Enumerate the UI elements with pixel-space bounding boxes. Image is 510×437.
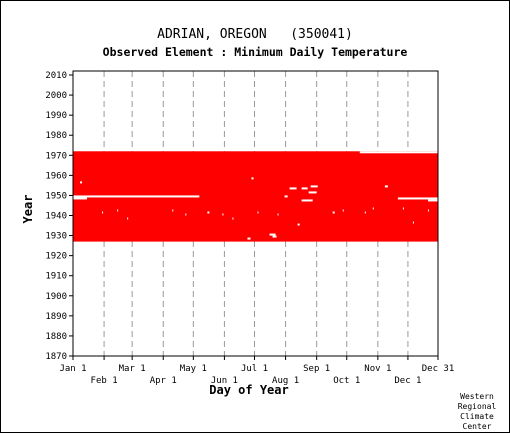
missing-data-gap (297, 223, 300, 226)
missing-data-gap (272, 235, 277, 238)
missing-data-gap (222, 213, 224, 216)
missing-data-gap (342, 209, 344, 212)
missing-data-gap (117, 209, 119, 212)
y-tick-label: 1970 (45, 151, 67, 161)
missing-data-gap (384, 185, 388, 188)
missing-data-gap (301, 199, 313, 202)
x-tick-label: Oct 1 (333, 376, 360, 386)
y-tick-label: 1930 (45, 232, 67, 242)
missing-data-gap (427, 199, 438, 202)
missing-data-gap (232, 217, 234, 220)
missing-data-gap (301, 187, 308, 190)
missing-data-gap (364, 211, 366, 214)
missing-data-gap (308, 191, 317, 194)
y-axis: 1870 1880 1890 1900 1910 1920 1930 1940 1950 1960… (45, 71, 73, 362)
x-tick-label: Jul 1 (241, 364, 268, 374)
missing-data-gap (427, 209, 429, 212)
y-tick-label: 1910 (45, 272, 67, 282)
y-tick-label: 1880 (45, 332, 67, 342)
missing-data-gap (185, 213, 187, 216)
x-tick-label: Feb 1 (91, 376, 118, 386)
x-tick-label: Mar 1 (119, 364, 146, 374)
credit-line-2: Regional (458, 402, 497, 411)
missing-data-gap (87, 195, 200, 198)
missing-data-gap (284, 195, 288, 198)
missing-data-gap (251, 177, 254, 180)
x-tick-label: Dec 1 (394, 376, 421, 386)
credit-line-3: Climate (460, 412, 494, 421)
missing-data-gap (359, 151, 438, 154)
missing-data-gap (172, 209, 174, 212)
x-tick-label: Jan 1 (59, 364, 86, 374)
x-tick-label: Jun 1 (211, 376, 238, 386)
y-tick-label: 1920 (45, 252, 67, 262)
plot-frame (72, 70, 439, 357)
credit-line-1: Western (460, 392, 494, 401)
x-tick-label: Dec 31 (422, 364, 455, 374)
y-tick-label: 2000 (45, 91, 67, 101)
chart-title: ADRIAN, OREGON (350041) (157, 27, 353, 42)
x-axis-label: Day of Year (209, 383, 288, 397)
data-marks (73, 151, 438, 242)
x-tick-label: Aug 1 (272, 376, 299, 386)
plot-border (72, 70, 439, 357)
x-tick-label: Sep 1 (303, 364, 330, 374)
y-tick-label: 1890 (45, 312, 67, 322)
missing-data-gap (332, 211, 335, 214)
missing-data-gap (80, 181, 83, 184)
y-tick-label: 1950 (45, 191, 67, 201)
credit-line-4: Center (463, 422, 492, 431)
y-tick-label: 1960 (45, 171, 67, 181)
y-tick-label: 1980 (45, 131, 67, 141)
x-tick-label: May 1 (180, 364, 207, 374)
credit: Western Regional Climate Center (458, 392, 497, 431)
chart-subtitle: Observed Element : Minimum Daily Tempera… (103, 45, 408, 59)
x-tick-label: Nov 1 (364, 364, 391, 374)
missing-data-gap (207, 211, 210, 214)
missing-data-gap (73, 195, 88, 200)
missing-data-gap (247, 237, 251, 240)
missing-data-gap (257, 211, 259, 214)
missing-data-gap (402, 207, 404, 210)
missing-data-gap (127, 217, 129, 220)
y-tick-label: 2010 (45, 71, 67, 81)
missing-data-gap (397, 197, 438, 200)
y-tick-label: 1900 (45, 292, 67, 302)
missing-data-gap (289, 187, 297, 190)
missing-data-gap (310, 185, 318, 188)
y-axis-label: Year (21, 195, 35, 224)
x-tick-label: Apr 1 (150, 376, 177, 386)
missing-data-gap (102, 211, 104, 214)
missing-data-gap (412, 221, 414, 224)
missing-data-gap (277, 213, 279, 216)
missing-data-gap (372, 207, 374, 210)
x-axis: Jan 1 Mar 1 May 1 Jul 1 Sep 1 Nov 1 Dec 31 Feb … (59, 356, 454, 386)
y-tick-label: 1870 (45, 352, 67, 362)
y-tick-label: 1940 (45, 212, 67, 222)
y-tick-label: 1990 (45, 111, 67, 121)
missing-data-gap (269, 233, 276, 236)
